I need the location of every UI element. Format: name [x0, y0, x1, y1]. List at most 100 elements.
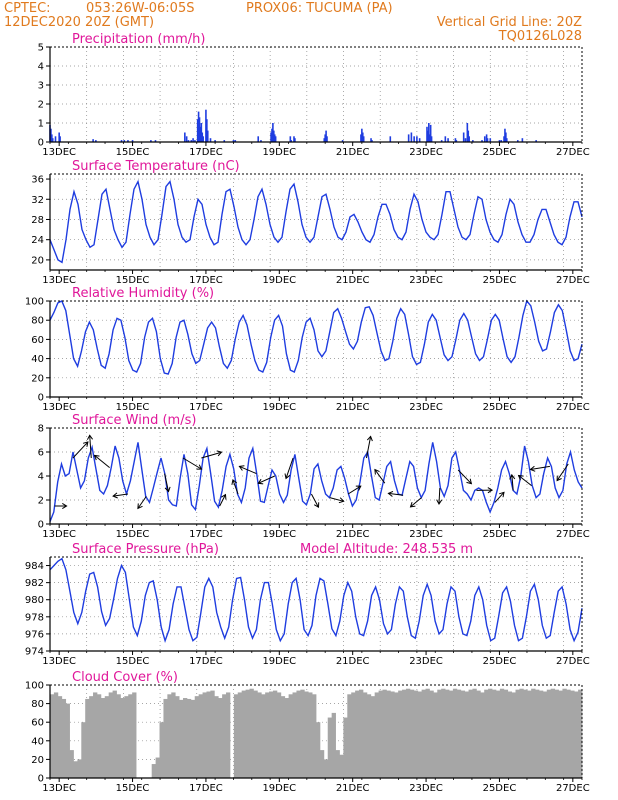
- precip-bar: [455, 140, 458, 142]
- wind-arrow-head: [487, 487, 494, 494]
- precip-bar: [51, 138, 54, 142]
- cloud-bar: [542, 691, 548, 778]
- precip-bar: [294, 138, 296, 142]
- wind-arrow-head: [231, 479, 238, 485]
- cloud-bar: [304, 691, 309, 778]
- cloud-bar: [132, 692, 137, 778]
- cloud-bar: [237, 692, 243, 778]
- panel-precip: Precipitation (mm/h) 0 1 2 3 4 5 13DEC 15DEC 17DE…: [38, 32, 590, 158]
- y-tick-label: 100: [25, 297, 44, 308]
- precip-bar: [505, 132, 507, 142]
- cloud-bar: [398, 690, 403, 778]
- cloud-bar: [163, 698, 168, 778]
- wind-arrow: [556, 463, 569, 481]
- wind-arrow-head: [257, 478, 264, 485]
- precip-bar: [447, 138, 449, 142]
- precip-bar: [127, 140, 129, 142]
- cloud-bar: [429, 690, 434, 778]
- wind-arrow: [137, 496, 147, 509]
- y-tick-label: 1: [38, 119, 44, 130]
- precip-bar: [466, 123, 469, 142]
- cloud-bar: [519, 688, 524, 778]
- cloud-bar: [194, 696, 200, 778]
- cloud-bar: [218, 698, 223, 778]
- x-tick-label: 27DEC: [556, 656, 590, 667]
- wind-arrow: [310, 493, 319, 508]
- precip-bar: [51, 134, 53, 142]
- precip-bar: [521, 138, 524, 142]
- cloud-bar: [73, 761, 78, 778]
- wind-arrow: [164, 473, 169, 492]
- precip-bar: [197, 111, 200, 142]
- wind-arrow-head: [137, 503, 143, 510]
- precip-bar: [150, 140, 152, 142]
- cloud-bar: [257, 692, 262, 778]
- wind-arrow-head: [556, 475, 562, 482]
- precip-bar: [206, 119, 208, 142]
- precip-bar: [428, 134, 431, 142]
- y-tick-label: 980: [25, 595, 44, 606]
- y-tick-label: 32: [31, 195, 44, 206]
- cloud-bar: [515, 689, 520, 778]
- cloud-bar: [57, 696, 63, 778]
- precip-bar: [503, 136, 505, 142]
- wind-arrow-head: [436, 499, 443, 505]
- cloud-bar: [179, 699, 184, 778]
- cloud-bar: [312, 694, 317, 778]
- header-coords: 053:26W-06:05S: [86, 1, 194, 16]
- x-tick-label: 27DEC: [556, 529, 590, 540]
- wind-arrow: [329, 497, 344, 502]
- cloud-bar: [186, 698, 192, 778]
- cloud-bar: [214, 696, 219, 778]
- cloud-bar: [69, 750, 74, 778]
- cloud-bar: [175, 696, 180, 778]
- x-tick-label: 21DEC: [336, 402, 370, 413]
- y-tick-label: 40: [31, 736, 44, 747]
- cloud-bar: [507, 691, 512, 778]
- x-tick-label: 19DEC: [262, 147, 296, 158]
- y-tick-label: 2: [38, 496, 44, 507]
- cloud-bar: [503, 689, 509, 778]
- x-tick-label: 23DEC: [409, 147, 443, 158]
- header-station: PROX06: TUCUMA (PA): [246, 1, 393, 16]
- cloud-bar: [386, 690, 391, 778]
- cloud-bar: [390, 691, 395, 778]
- x-tick-label: 17DEC: [189, 529, 223, 540]
- y-tick-label: 0: [38, 393, 44, 404]
- y-tick-label: 5: [38, 43, 44, 54]
- precip-bar: [370, 138, 372, 142]
- cloud-bar: [269, 691, 274, 778]
- precip-bar: [323, 138, 326, 142]
- wind-arrow: [232, 479, 239, 495]
- precip-bar: [202, 136, 204, 142]
- cloud-bar: [468, 689, 473, 778]
- x-tick-label: 25DEC: [483, 529, 517, 540]
- cloud-bar: [272, 690, 278, 778]
- precip-bar: [234, 140, 237, 142]
- x-tick-label: 13DEC: [42, 529, 76, 540]
- cloud-bar: [85, 698, 90, 778]
- precip-bar: [270, 132, 272, 142]
- wind-arrow-head: [86, 434, 94, 440]
- y-tick-label: 36: [31, 175, 44, 186]
- wind-arrow-head: [164, 486, 171, 493]
- header-source: CPTEC:: [4, 1, 51, 16]
- wind-arrow: [511, 474, 514, 491]
- precip-bar: [505, 138, 508, 142]
- wind-arrow: [113, 493, 129, 497]
- x-tick-label: 27DEC: [556, 147, 590, 158]
- y-tick-label: 3: [38, 81, 44, 92]
- precip-bar: [483, 136, 486, 142]
- wind-arrow: [201, 451, 222, 459]
- cloud-bar: [261, 694, 266, 778]
- precip-bar: [428, 123, 430, 142]
- header-code: TQ0126L028: [498, 29, 582, 44]
- cloud-bar: [405, 688, 411, 778]
- cloud-bar: [578, 689, 583, 778]
- header-date: 12DEC2020 20Z (GMT): [4, 15, 154, 30]
- x-tick-label: 25DEC: [483, 656, 517, 667]
- wind-arrow-head: [284, 473, 291, 480]
- cloud-bar: [253, 690, 258, 778]
- precip-bar: [500, 140, 503, 142]
- x-tick-label: 15DEC: [116, 529, 150, 540]
